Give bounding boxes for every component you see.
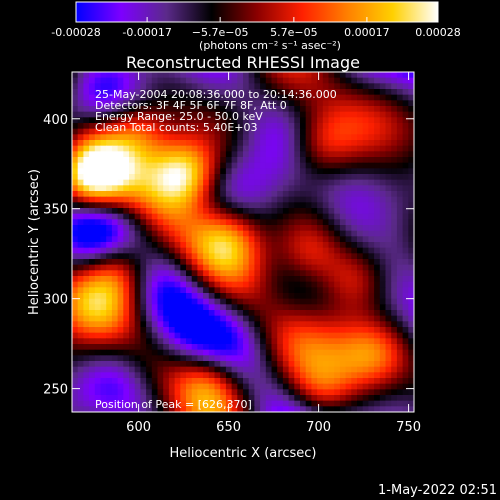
colorbar-tick-label: 0.00028 bbox=[415, 26, 461, 39]
y-tick-label: 250 bbox=[43, 383, 68, 398]
annotation-detectors: Detectors: 3F 4F 5F 6F 7F 8F, Att 0 bbox=[95, 99, 287, 112]
y-tick-label: 350 bbox=[43, 203, 68, 218]
y-axis-label: Heliocentric Y (arcsec) bbox=[27, 169, 42, 315]
chart-title: Reconstructed RHESSI Image bbox=[126, 53, 360, 72]
colorbar-tick-label: -0.00028 bbox=[51, 26, 100, 39]
y-tick-label: 300 bbox=[43, 293, 68, 308]
heatmap-image bbox=[72, 72, 414, 412]
colorbar bbox=[75, 1, 439, 23]
annotation-clean: Clean Total counts: 5.40E+03 bbox=[95, 121, 258, 134]
colorbar-tick-label: 0.00017 bbox=[344, 26, 390, 39]
colorbar-ticks: -0.00028 -0.00017 −5.7e−05 5.7e−05 0.00017 0.… bbox=[51, 17, 461, 39]
x-axis-ticks: 600 650 700 750 bbox=[126, 72, 421, 435]
y-axis-ticks: 250 300 350 400 bbox=[43, 113, 414, 398]
x-tick-label: 700 bbox=[306, 420, 331, 435]
annotation-time: 25-May-2004 20:08:36.000 to 20:14:36.000 bbox=[95, 88, 337, 101]
footer-timestamp: 1-May-2022 02:51 bbox=[378, 483, 497, 498]
y-tick-label: 400 bbox=[43, 113, 68, 128]
x-tick-label: 600 bbox=[126, 420, 151, 435]
x-tick-label: 750 bbox=[396, 420, 421, 435]
x-axis-label: Heliocentric X (arcsec) bbox=[170, 446, 317, 461]
plot-frame bbox=[71, 71, 415, 413]
x-tick-label: 650 bbox=[216, 420, 241, 435]
annotation-energy: Energy Range: 25.0 - 50.0 keV bbox=[95, 110, 263, 123]
colorbar-tick-label: −5.7e−05 bbox=[192, 26, 249, 39]
colorbar-unit-label: (photons cm⁻² s⁻¹ asec⁻²) bbox=[199, 39, 341, 52]
annotation-peak-position: Position of Peak = [626,370] bbox=[95, 398, 252, 411]
colorbar-tick-label: -0.00017 bbox=[122, 26, 171, 39]
colorbar-tick-label: 5.7e−05 bbox=[270, 26, 317, 39]
